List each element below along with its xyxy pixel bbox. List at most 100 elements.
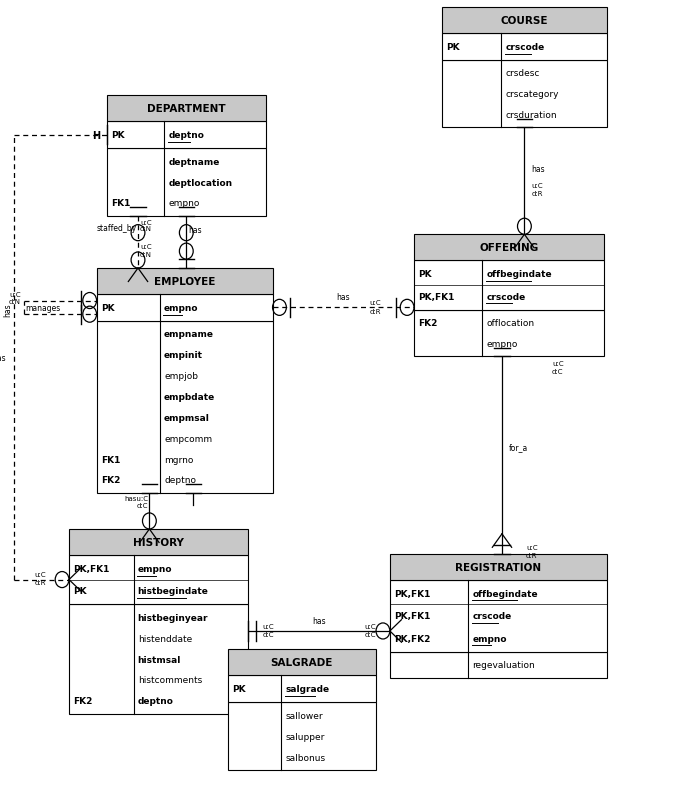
Text: OFFERING: OFFERING	[480, 243, 538, 253]
Bar	[107, 96, 266, 122]
Text: salgrade: salgrade	[285, 684, 329, 694]
Text: SALGRADE: SALGRADE	[270, 658, 333, 667]
Text: COURSE: COURSE	[501, 16, 548, 26]
Text: hasu:C: hasu:C	[124, 496, 148, 501]
Text: REGISTRATION: REGISTRATION	[455, 562, 542, 572]
Text: PK: PK	[232, 684, 246, 694]
Text: empno: empno	[164, 303, 199, 313]
Text: staffed_by: staffed_by	[97, 224, 137, 233]
Text: PK: PK	[111, 131, 125, 140]
Text: PK: PK	[418, 269, 432, 279]
Text: has: has	[531, 165, 545, 174]
Text: regevaluation: regevaluation	[472, 660, 535, 670]
Text: PK,FK1: PK,FK1	[418, 292, 455, 302]
Text: PK: PK	[73, 586, 87, 596]
Text: histmsal: histmsal	[138, 654, 181, 664]
Text: histcomments: histcomments	[138, 675, 202, 685]
Text: crscode: crscode	[486, 292, 526, 302]
Text: u:C: u:C	[262, 623, 274, 629]
Text: for_a: for_a	[509, 443, 528, 452]
Text: PK,FK1: PK,FK1	[73, 564, 110, 573]
Text: crsdesc: crsdesc	[505, 69, 540, 79]
Text: d:R: d:R	[526, 553, 538, 558]
Text: empmsal: empmsal	[164, 413, 210, 423]
Text: has: has	[3, 303, 12, 316]
Text: histenddate: histenddate	[138, 634, 192, 643]
Text: PK: PK	[446, 43, 460, 52]
Text: FK1: FK1	[111, 199, 130, 209]
Text: d:C: d:C	[262, 631, 274, 637]
Text: has: has	[0, 353, 6, 363]
Text: offbegindate: offbegindate	[472, 589, 538, 598]
Text: d:N: d:N	[140, 252, 152, 257]
Bar	[442, 34, 607, 61]
Text: d:C: d:C	[137, 503, 148, 508]
Text: d:C: d:C	[552, 369, 564, 375]
Text: deptname: deptname	[168, 157, 219, 167]
Text: PK,FK2: PK,FK2	[394, 634, 431, 643]
Text: d:N: d:N	[140, 226, 152, 232]
Text: deptlocation: deptlocation	[168, 178, 233, 188]
Text: sallower: sallower	[285, 711, 323, 720]
Text: PK,FK1: PK,FK1	[394, 611, 431, 621]
Bar	[390, 554, 607, 580]
Text: FK2: FK2	[418, 318, 437, 328]
Text: HISTORY: HISTORY	[133, 537, 184, 547]
Text: salupper: salupper	[285, 731, 324, 741]
Text: PK: PK	[101, 303, 115, 313]
Text: deptno: deptno	[138, 696, 174, 706]
Bar	[97, 269, 273, 294]
Text: FK2: FK2	[101, 476, 120, 485]
Text: offbegindate: offbegindate	[486, 269, 552, 279]
Text: PK,FK1: PK,FK1	[394, 589, 431, 598]
Bar	[69, 605, 248, 714]
Text: EMPLOYEE: EMPLOYEE	[154, 277, 215, 286]
Text: u:C: u:C	[364, 623, 376, 629]
Text: u:C: u:C	[369, 300, 381, 306]
Text: manages: manages	[26, 303, 61, 313]
Text: d:C: d:C	[364, 631, 376, 637]
Text: d:R: d:R	[369, 309, 381, 314]
Bar	[107, 122, 266, 149]
Bar	[442, 61, 607, 128]
Bar	[390, 580, 607, 652]
Text: DEPARTMENT: DEPARTMENT	[147, 104, 226, 114]
Text: empno: empno	[138, 564, 172, 573]
Text: histbegindate: histbegindate	[138, 586, 208, 596]
Bar	[414, 235, 604, 261]
Text: d:N: d:N	[9, 298, 21, 305]
Text: u:C: u:C	[531, 183, 543, 188]
Bar	[107, 149, 266, 217]
Text: salbonus: salbonus	[285, 752, 326, 762]
Bar	[390, 652, 607, 678]
Bar	[69, 555, 248, 605]
Text: d:R: d:R	[531, 191, 543, 196]
Text: u:C: u:C	[9, 291, 21, 298]
Text: has: has	[337, 293, 350, 302]
Bar	[228, 675, 376, 703]
Text: offlocation: offlocation	[486, 318, 535, 328]
Bar	[228, 650, 376, 675]
Text: empbdate: empbdate	[164, 392, 215, 402]
Text: u:C: u:C	[552, 361, 564, 367]
Bar	[69, 529, 248, 555]
Bar	[97, 294, 273, 322]
Bar	[414, 310, 604, 357]
Text: has: has	[313, 616, 326, 625]
Bar	[442, 8, 607, 34]
Text: crscode: crscode	[505, 43, 544, 52]
Text: empno: empno	[168, 199, 199, 209]
Text: has: has	[188, 226, 202, 235]
Text: u:C: u:C	[526, 545, 538, 550]
Bar	[414, 261, 604, 310]
Bar	[228, 703, 376, 770]
Text: empno: empno	[486, 339, 518, 349]
Text: deptno: deptno	[164, 476, 196, 485]
Text: empno: empno	[472, 634, 506, 643]
Text: FK2: FK2	[73, 696, 92, 706]
Text: empcomm: empcomm	[164, 434, 213, 444]
Text: deptno: deptno	[168, 131, 204, 140]
Text: d:R: d:R	[34, 580, 46, 585]
Text: histbeginyear: histbeginyear	[138, 613, 208, 622]
Text: crsduration: crsduration	[505, 111, 557, 120]
